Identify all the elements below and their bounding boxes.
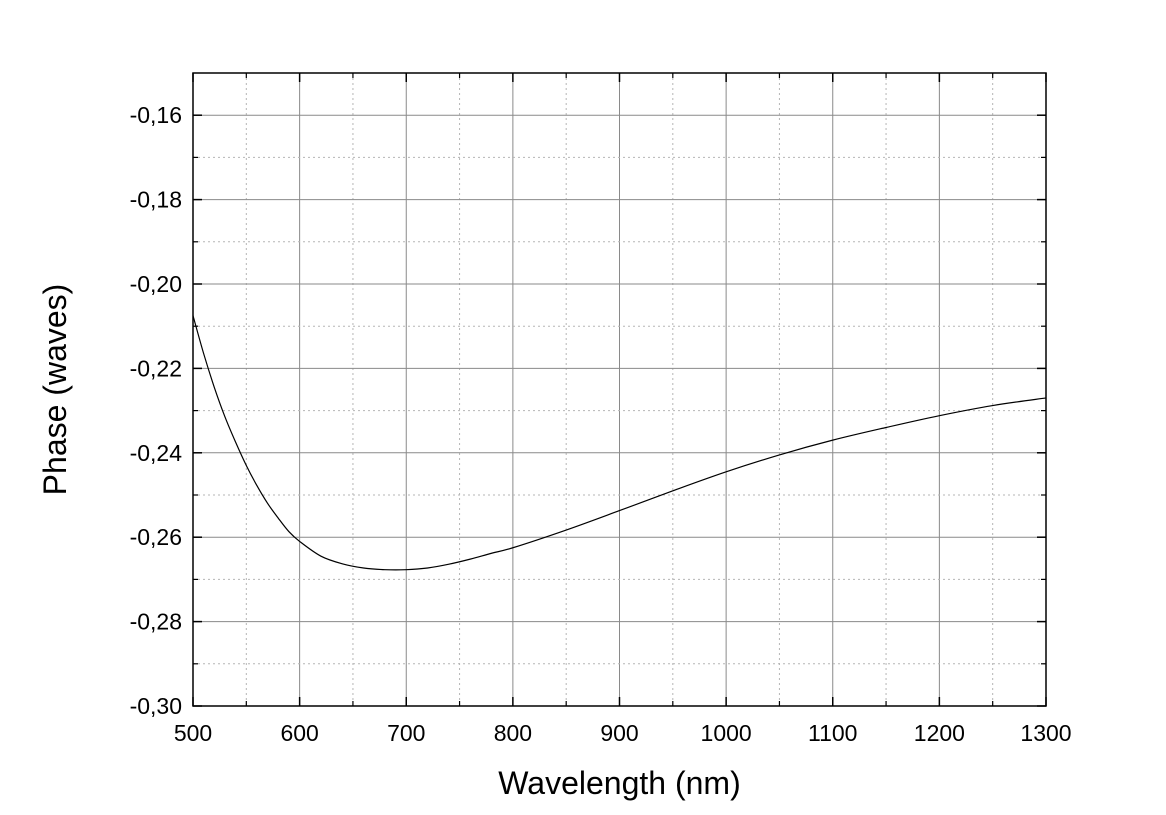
x-tick-label: 900 <box>600 720 638 746</box>
x-tick-label: 600 <box>280 720 318 746</box>
series-layer <box>192 315 1047 571</box>
ticks <box>192 73 1047 707</box>
x-tick-labels: 500 600 700 800 900 1000 1100 1200 1300 <box>174 720 1072 746</box>
x-tick-label: 700 <box>387 720 425 746</box>
phase-series-line <box>192 315 1047 571</box>
y-tick-labels: -0,30 -0,28 -0,26 -0,24 -0,22 -0,20 -0,18 -0,16 <box>130 102 183 719</box>
x-axis-title: Wavelength (nm) <box>498 765 740 801</box>
y-tick-label: -0,18 <box>130 187 182 213</box>
x-tick-label: 1200 <box>914 720 965 746</box>
x-tick-label: 1300 <box>1020 720 1071 746</box>
x-tick-label: 1100 <box>808 720 857 746</box>
y-axis-title: Phase (waves) <box>37 284 73 496</box>
grid <box>193 73 1046 706</box>
y-tick-label: -0,16 <box>130 102 182 128</box>
x-tick-label: 1000 <box>701 720 752 746</box>
y-tick-label: -0,28 <box>130 609 182 635</box>
y-tick-label: -0,20 <box>130 271 182 297</box>
y-tick-label: -0,24 <box>130 440 183 466</box>
y-tick-label: -0,22 <box>130 355 182 381</box>
x-tick-label: 800 <box>494 720 532 746</box>
y-tick-label: -0,26 <box>130 524 182 550</box>
y-tick-label: -0,30 <box>130 693 182 719</box>
x-tick-label: 500 <box>174 720 212 746</box>
